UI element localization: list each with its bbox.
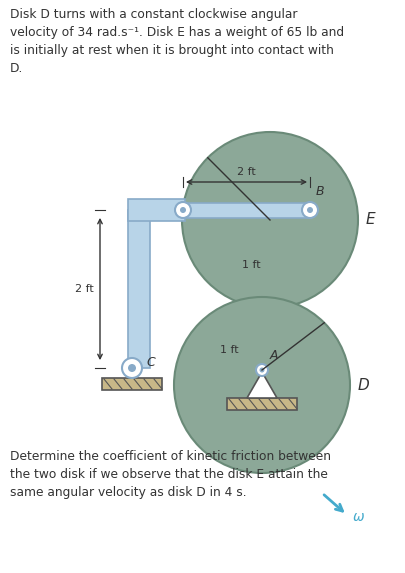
Ellipse shape (174, 297, 350, 473)
Text: 2 ft: 2 ft (75, 284, 94, 294)
Circle shape (122, 358, 142, 378)
FancyBboxPatch shape (183, 203, 310, 218)
Text: 1 ft: 1 ft (242, 260, 261, 270)
Ellipse shape (182, 132, 358, 308)
Text: Determine the coefficient of kinetic friction between
the two disk if we observe: Determine the coefficient of kinetic fri… (10, 450, 331, 499)
Text: B: B (316, 185, 325, 198)
Circle shape (256, 364, 268, 376)
Circle shape (128, 364, 136, 372)
Text: Disk D turns with a constant clockwise angular
velocity of 34 rad.s⁻¹. Disk E ha: Disk D turns with a constant clockwise a… (10, 8, 344, 75)
FancyBboxPatch shape (128, 210, 150, 368)
FancyBboxPatch shape (227, 398, 297, 410)
Text: C: C (146, 356, 155, 370)
Text: 2 ft: 2 ft (237, 167, 256, 177)
Polygon shape (247, 372, 277, 398)
Text: D: D (358, 378, 370, 393)
FancyBboxPatch shape (128, 199, 185, 221)
Text: 1 ft: 1 ft (220, 345, 239, 355)
FancyBboxPatch shape (102, 378, 162, 390)
Text: A: A (270, 349, 279, 362)
Text: E: E (366, 213, 375, 227)
Text: $\omega$: $\omega$ (352, 510, 365, 524)
Circle shape (307, 207, 313, 213)
Circle shape (175, 202, 191, 218)
Circle shape (260, 367, 264, 372)
Circle shape (180, 207, 186, 213)
Circle shape (302, 202, 318, 218)
